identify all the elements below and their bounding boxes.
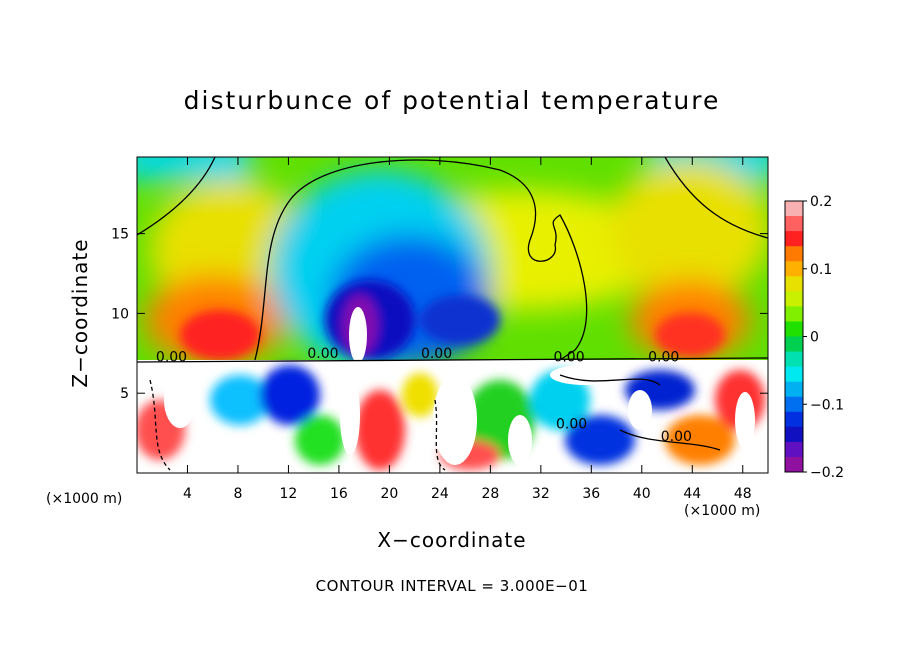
colorbar-swatch (785, 306, 803, 322)
x-unit-label: (×1000 m) (46, 491, 123, 507)
x-tick-label: 4 (183, 486, 192, 502)
colorbar-swatch (785, 456, 803, 473)
colorbar-swatch (785, 381, 803, 398)
x-tick-label: 44 (683, 486, 701, 502)
x-tick-label: 20 (380, 486, 398, 502)
colorbar-swatch (785, 426, 803, 443)
colorbar-swatch (785, 441, 803, 458)
colorbar-swatch (785, 201, 803, 217)
contour-label: 0.00 (307, 346, 338, 362)
contour-interval-note: CONTOUR INTERVAL = 3.000E−01 (315, 577, 589, 595)
colorbar-swatch (785, 231, 803, 247)
colorbar-tick-label: 0 (810, 330, 819, 346)
x-tick-label: 32 (532, 486, 550, 502)
contour-label: 0.00 (156, 349, 187, 365)
y-tick-label: 15 (111, 227, 129, 243)
colorbar-tick-label: 0.2 (810, 194, 832, 210)
x-tick-label: 36 (582, 486, 600, 502)
colorbar-swatch (785, 366, 803, 383)
colorbar-swatch (785, 411, 803, 428)
colorbar-tick-label: −0.1 (810, 397, 844, 413)
x-tick-label: 40 (633, 486, 651, 502)
x-tick-label: 48 (734, 486, 752, 502)
colorbar-swatch (785, 276, 803, 292)
x-tick-label: 16 (330, 486, 348, 502)
contour-label: 0.00 (648, 349, 679, 365)
contour-label: 0.00 (556, 416, 587, 432)
heatmap-field (137, 157, 768, 473)
colorbar-swatch (785, 396, 803, 413)
y-axis-label: Z−coordinate (68, 238, 92, 388)
colorbar-swatch (785, 261, 803, 277)
y-tick-label: 5 (120, 386, 129, 402)
colorbar-tick-label: 0.1 (810, 262, 832, 278)
contour-label: 0.00 (421, 346, 452, 362)
colorbar-swatch (785, 291, 803, 307)
contour-label: 0.00 (661, 429, 692, 445)
x-axis-label: X−coordinate (377, 528, 527, 552)
colorbar-swatch (785, 351, 803, 368)
contour-label: 0.00 (553, 349, 584, 365)
x-tick-label: 24 (431, 486, 449, 502)
y-tick-label: 10 (111, 306, 129, 322)
x-tick-label: 28 (481, 486, 499, 502)
colorbar-swatch (785, 336, 803, 353)
x-unit-label-right: (×1000 m) (684, 503, 761, 519)
chart-title: disturbunce of potential temperature (183, 86, 721, 115)
colorbar-swatch (785, 216, 803, 232)
colorbar-swatch (785, 321, 803, 337)
x-tick-label: 12 (280, 486, 298, 502)
colorbar-swatch (785, 246, 803, 262)
colorbar-tick-label: −0.2 (810, 465, 844, 481)
x-tick-label: 8 (233, 486, 242, 502)
